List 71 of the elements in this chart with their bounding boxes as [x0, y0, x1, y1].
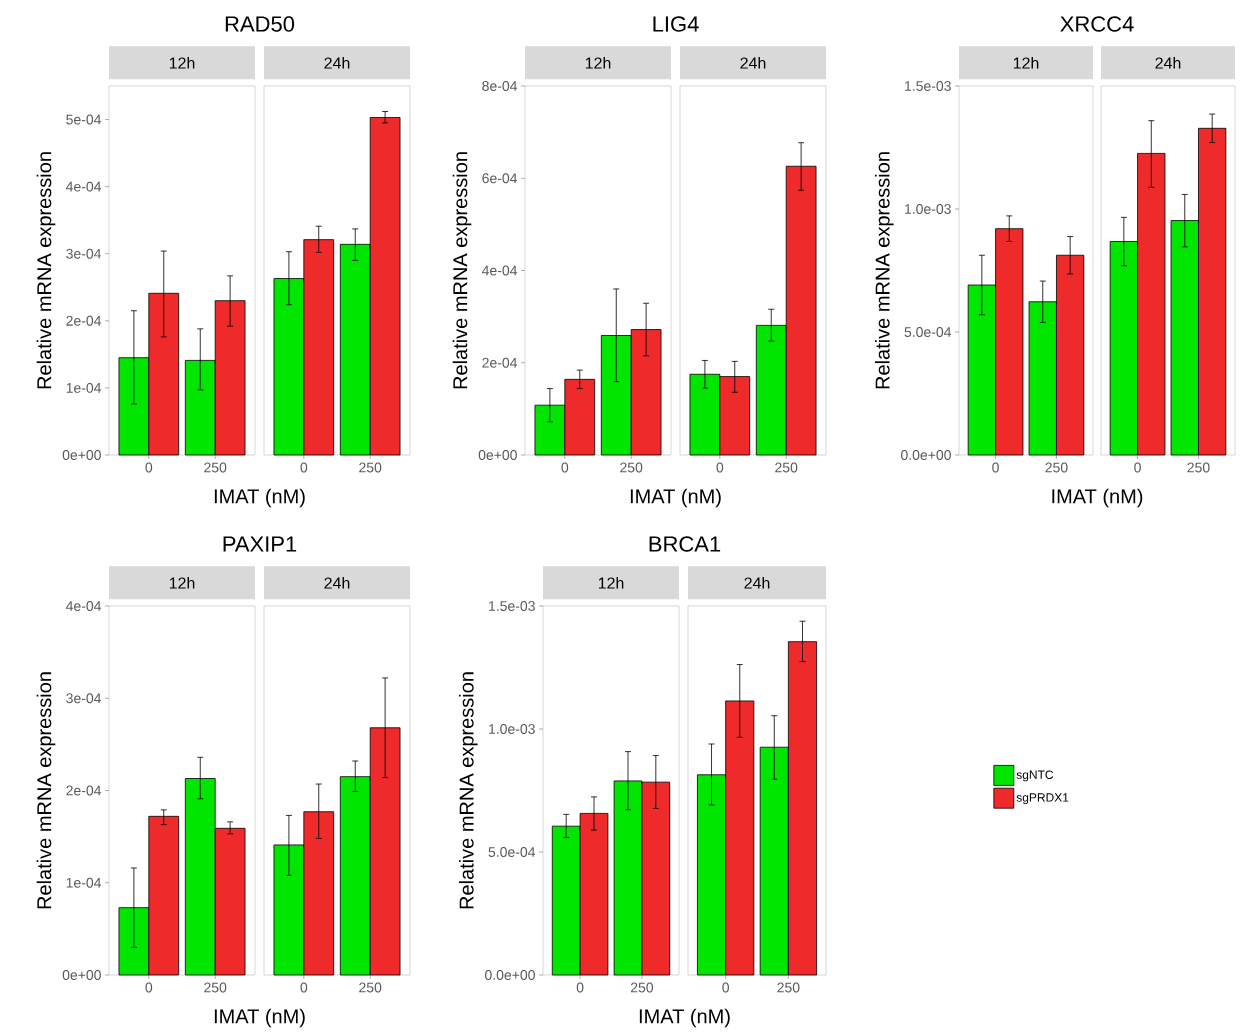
y-tick-label: 1.0e-03 — [489, 724, 535, 734]
y-axis-title: Relative mRNA expression — [874, 152, 894, 389]
y-tick-label: 0.0e+00 — [485, 970, 535, 980]
y-tick-label: 0e+00 — [478, 450, 517, 460]
x-tick-label: 0 — [145, 462, 153, 473]
chart-subtitle: 24h — [740, 57, 766, 69]
x-tick-label: 0 — [300, 462, 308, 473]
y-tick-label: 0e+00 — [62, 970, 101, 980]
x-tick-label: 250 — [1045, 462, 1068, 473]
y-tick-label: 8e-04 — [482, 81, 518, 91]
x-tick-label: 0 — [576, 982, 584, 993]
x-tick-label: 250 — [359, 982, 382, 993]
x-tick-label: 250 — [1187, 462, 1210, 473]
chart-title: BRCA1 — [649, 536, 721, 552]
x-tick-label: 0 — [300, 982, 308, 993]
chart-subtitle: 12h — [1013, 57, 1039, 69]
x-tick-label: 250 — [359, 462, 382, 473]
x-axis-title: IMAT (nM) — [630, 488, 721, 508]
x-tick-label: 250 — [777, 982, 800, 993]
chart-subtitle: 12h — [598, 577, 624, 589]
x-axis-title: IMAT (nM) — [639, 1008, 730, 1028]
y-tick-label: 3e-04 — [66, 248, 102, 259]
y-tick-label: 1e-04 — [66, 877, 102, 888]
chart-subtitle: 24h — [324, 57, 350, 69]
chart-title: RAD50 — [225, 16, 295, 32]
x-tick-label: 0 — [145, 982, 153, 993]
chart-subtitle: 24h — [1155, 57, 1181, 69]
y-tick-label: 4e-04 — [481, 265, 518, 276]
x-axis-title: IMAT (nM) — [214, 488, 305, 508]
x-tick-label: 0 — [716, 462, 724, 473]
chart-title: LIG4 — [653, 16, 699, 32]
x-axis-title: IMAT (nM) — [214, 1008, 305, 1028]
y-tick-label: 5e-04 — [66, 114, 102, 125]
y-tick-label: 2e-04 — [482, 357, 518, 368]
x-tick-label: 0 — [992, 462, 999, 473]
y-tick-label: 5.0e-04 — [488, 847, 536, 857]
y-tick-label: 2e-04 — [66, 315, 102, 326]
y-axis-title: Relative mRNA expression — [36, 672, 56, 909]
y-tick-label: 1e-04 — [66, 382, 102, 393]
legend-label: sgPRDX1 — [1016, 793, 1069, 805]
y-axis-title: Relative mRNA expression — [36, 152, 56, 389]
chart-subtitle: 24h — [324, 577, 350, 589]
y-tick-label: 0e+00 — [62, 450, 101, 460]
x-tick-label: 250 — [775, 462, 798, 473]
x-tick-label: 250 — [204, 982, 227, 993]
chart-subtitle: 12h — [585, 57, 611, 69]
y-tick-label: 1.5e-03 — [489, 601, 535, 611]
x-axis-title: IMAT (nM) — [1052, 488, 1143, 508]
y-tick-label: 5.0e-04 — [904, 327, 952, 337]
y-tick-label: 4e-04 — [65, 601, 102, 611]
chart-title: XRCC4 — [1060, 16, 1134, 32]
chart-title: PAXIP1 — [223, 536, 297, 552]
x-tick-label: 250 — [620, 462, 643, 473]
y-tick-label: 2e-04 — [66, 785, 102, 796]
y-axis-title: Relative mRNA expression — [452, 152, 472, 389]
y-tick-label: 0.0e+00 — [901, 450, 951, 460]
legend-label: sgNTC — [1016, 770, 1054, 782]
x-tick-label: 250 — [630, 982, 654, 993]
chart-subtitle: 12h — [169, 57, 195, 69]
x-tick-label: 0 — [722, 982, 729, 993]
x-tick-label: 250 — [204, 462, 227, 473]
y-tick-label: 6e-04 — [482, 173, 518, 184]
y-tick-label: 4e-04 — [65, 181, 102, 192]
y-tick-label: 1.5e-03 — [905, 81, 951, 91]
y-tick-label: 1.0e-03 — [905, 204, 951, 214]
chart-subtitle: 12h — [169, 577, 195, 589]
y-tick-label: 3e-04 — [66, 693, 102, 704]
chart-subtitle: 24h — [744, 577, 770, 589]
y-axis-title: Relative mRNA expression — [458, 672, 478, 909]
x-tick-label: 0 — [561, 462, 569, 473]
x-tick-label: 0 — [1134, 462, 1141, 473]
